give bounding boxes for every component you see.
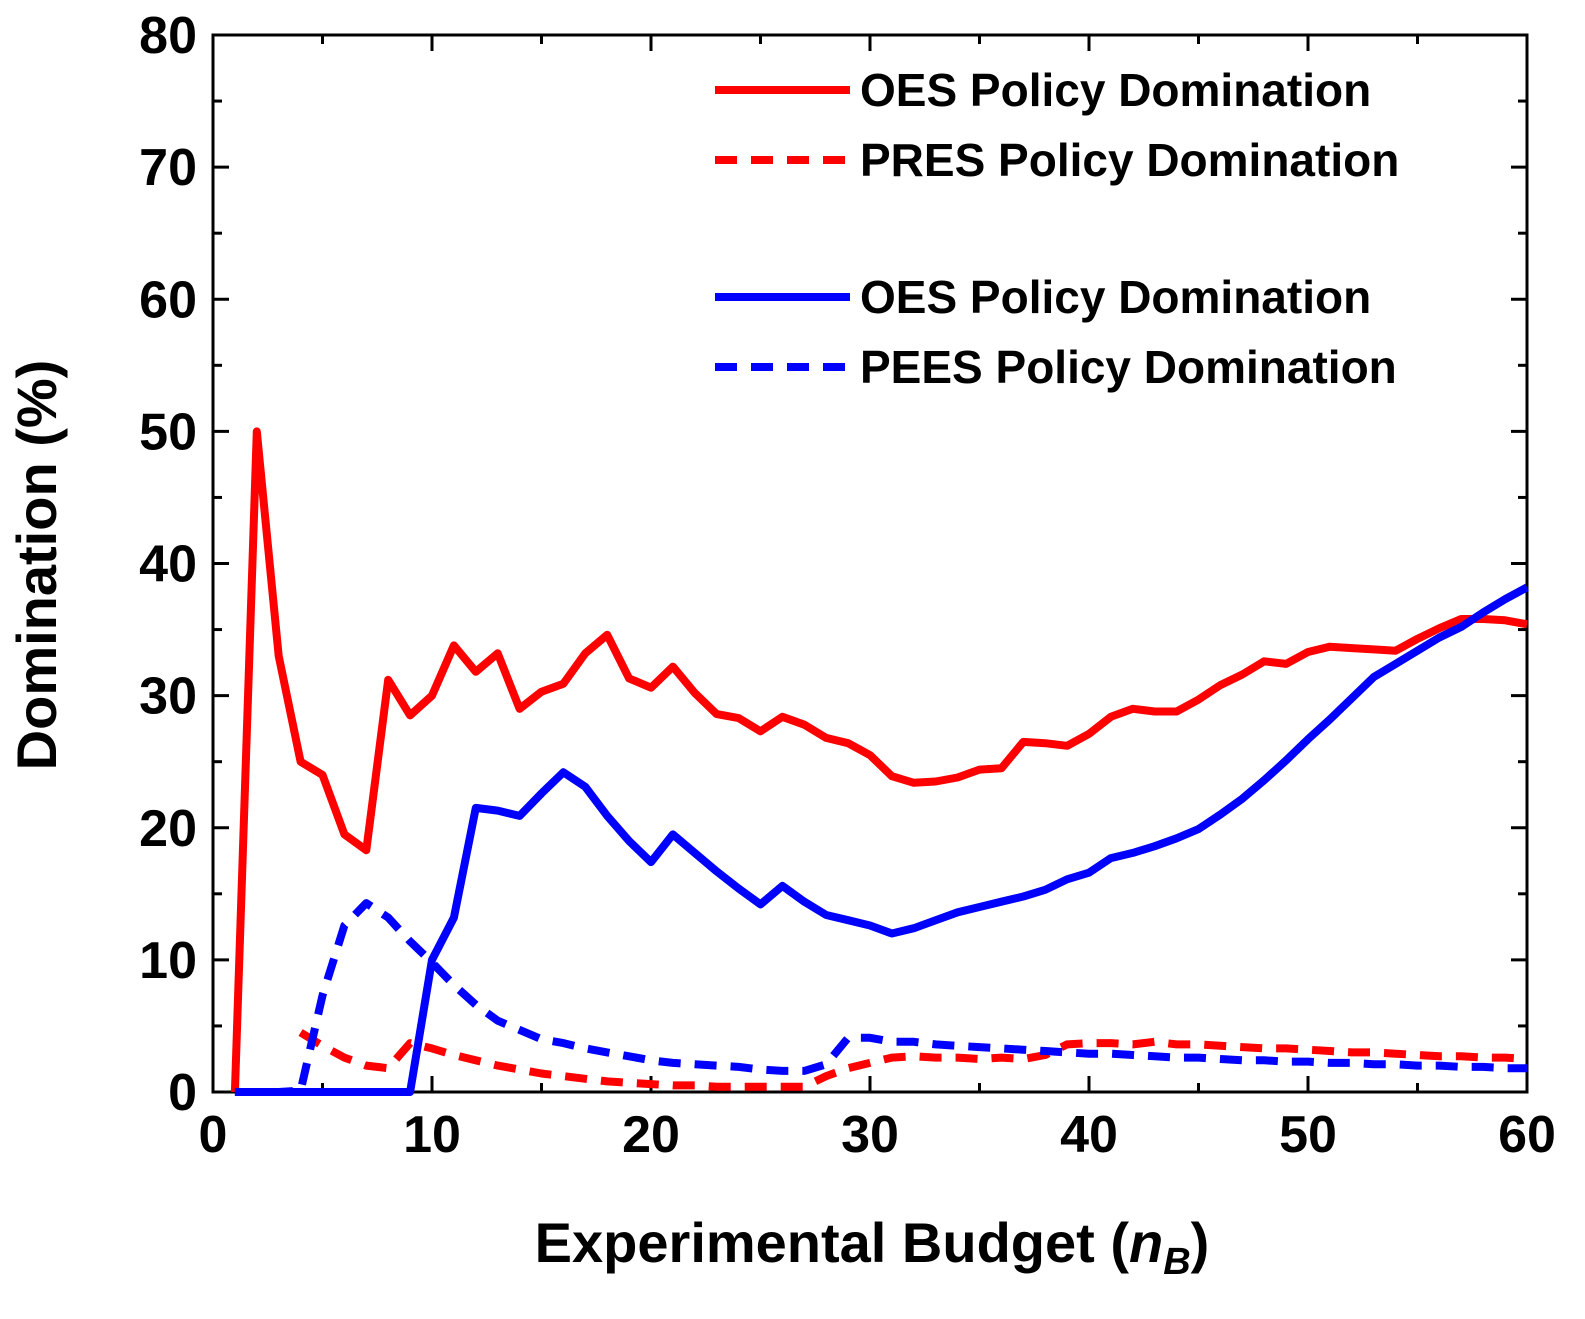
legend-label-2: PRES Policy Domination bbox=[860, 134, 1399, 186]
plot-area bbox=[211, 33, 1529, 1094]
legend-label-1: OES Policy Domination bbox=[860, 64, 1371, 116]
series-line-3 bbox=[234, 583, 1529, 1096]
y-tick-label: 10 bbox=[139, 932, 197, 990]
y-tick-label: 50 bbox=[139, 403, 197, 461]
y-tick-label: 80 bbox=[139, 7, 197, 65]
x-tick-label: 0 bbox=[199, 1106, 228, 1164]
x-tick-label: 50 bbox=[1279, 1106, 1337, 1164]
y-axis: 0 10 20 30 40 50 60 70 80 bbox=[139, 7, 1527, 1122]
y-tick-label: 20 bbox=[139, 800, 197, 858]
legend: OES Policy Domination PRES Policy Dominat… bbox=[715, 64, 1399, 393]
plot-border bbox=[211, 33, 1529, 1094]
y-tick-label: 40 bbox=[139, 536, 197, 594]
series-line-1 bbox=[230, 427, 1528, 1093]
legend-label-3: OES Policy Domination bbox=[860, 271, 1371, 323]
x-axis-title: Experimental Budget (nB) bbox=[535, 1211, 1210, 1283]
series-line-2 bbox=[298, 1029, 1528, 1091]
y-axis-title: Domination (%) bbox=[5, 360, 68, 771]
x-axis: 0 10 20 30 40 50 60 bbox=[199, 35, 1556, 1164]
series-line-4 bbox=[234, 899, 1527, 1096]
x-tick-label: 20 bbox=[622, 1106, 680, 1164]
series-layer bbox=[230, 427, 1529, 1096]
x-tick-label: 40 bbox=[1060, 1106, 1118, 1164]
legend-label-4: PEES Policy Domination bbox=[860, 341, 1397, 393]
x-tick-label: 60 bbox=[1498, 1106, 1556, 1164]
y-tick-label: 70 bbox=[139, 139, 197, 197]
x-tick-label: 10 bbox=[403, 1106, 461, 1164]
y-tick-label: 0 bbox=[168, 1064, 197, 1122]
y-tick-label: 60 bbox=[139, 271, 197, 329]
x-tick-label: 30 bbox=[841, 1106, 899, 1164]
y-tick-label: 30 bbox=[139, 668, 197, 726]
